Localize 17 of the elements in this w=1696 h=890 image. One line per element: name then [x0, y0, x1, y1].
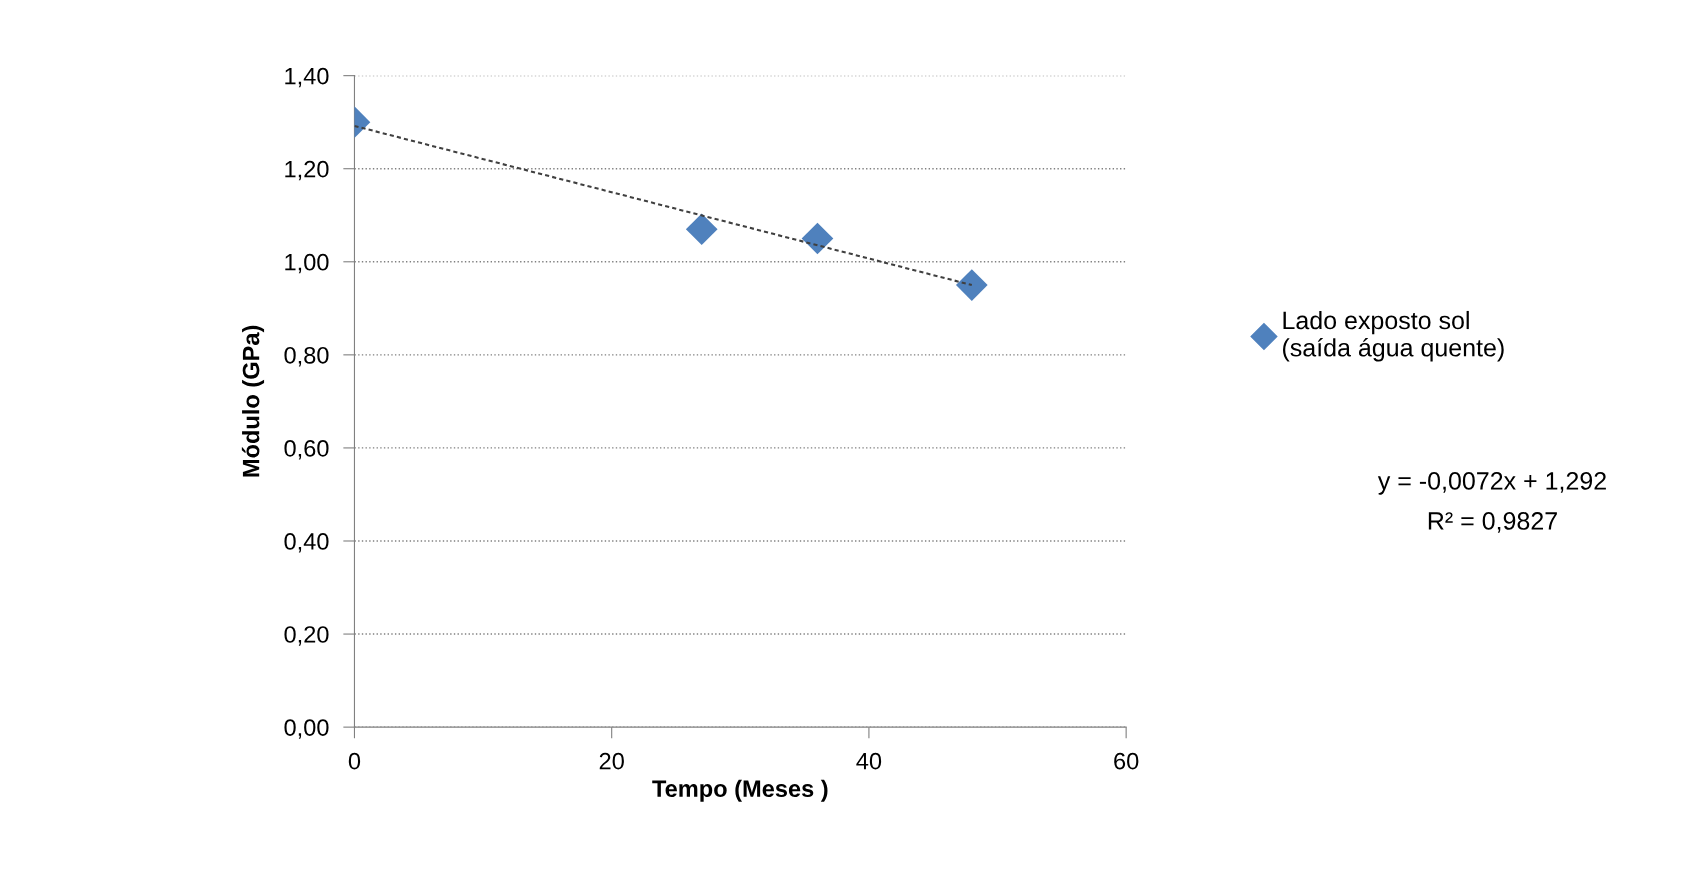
- x-tick-label: 0: [348, 752, 361, 770]
- x-tick-label: 60: [1114, 752, 1139, 770]
- text: R² = 0,9827: [1428, 512, 1557, 533]
- y-tick-label: 0,00: [284, 719, 329, 739]
- y-tick-label: 1,20: [285, 160, 329, 181]
- x-axis-title: Tempo (Meses ): [652, 779, 828, 802]
- text: y = -0,0072x + 1,292: [1377, 472, 1606, 495]
- y-tick-label: 0,20: [284, 626, 329, 646]
- legend-label: Lado exposto sol (saída água quente): [1283, 310, 1504, 362]
- x-tick-label: 20: [599, 752, 624, 770]
- y-tick-label: 0,80: [284, 346, 329, 367]
- y-tick-label: 0,40: [284, 533, 329, 553]
- x-tick-label: 40: [856, 752, 882, 770]
- y-tick-label: 1,00: [285, 253, 329, 274]
- y-tick-label: 1,40: [285, 67, 329, 88]
- y-axis-title: Módulo (GPa): [241, 325, 265, 477]
- y-tick-label: 0,60: [284, 439, 329, 460]
